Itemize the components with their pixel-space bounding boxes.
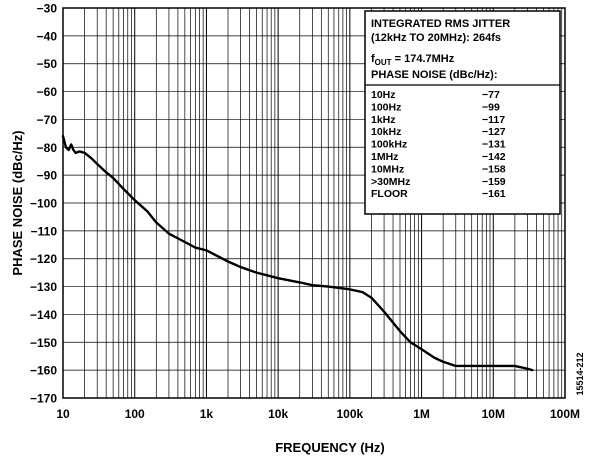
y-tick-label: −130 — [30, 280, 57, 294]
series-layer — [61, 134, 534, 372]
y-tick-label: −110 — [31, 224, 58, 238]
table-row-value: −161 — [482, 188, 506, 200]
table-rows: 10Hz −77 100Hz −99 1kHz −117 10kHz −127 100kHz −1… — [371, 89, 506, 200]
x-tick-label: 10k — [268, 407, 288, 421]
x-tick-label: 1k — [200, 407, 214, 421]
table-row-value: −159 — [482, 176, 506, 188]
table-row-frequency: 1MHz — [371, 151, 398, 163]
x-tick-label: 100k — [337, 407, 364, 421]
table-row-frequency: 10kHz — [371, 126, 401, 138]
y-tick-label: −80 — [37, 141, 58, 155]
table-row-frequency: 100kHz — [371, 139, 407, 151]
y-tick-label: −100 — [30, 197, 57, 211]
plot-frame — [62, 7, 566, 399]
figure-id: 15514-212 — [575, 352, 585, 395]
table-row-value: −131 — [482, 139, 506, 151]
table-row-value: −77 — [482, 89, 500, 101]
x-tick-label: 100M — [550, 407, 580, 421]
table-heading-line1: INTEGRATED RMS JITTER — [371, 18, 510, 30]
table-row-frequency: 1kHz — [371, 114, 396, 126]
table-row-value: −117 — [482, 114, 505, 126]
table-row-frequency: FLOOR — [371, 188, 408, 200]
jitter-table: INTEGRATED RMS JITTER (12kHz TO 20MHz): … — [364, 10, 561, 215]
y-tick-label: −150 — [30, 336, 57, 350]
table-row-value: −158 — [482, 163, 506, 175]
table-row-frequency: 100Hz — [371, 101, 401, 113]
y-tick-label: −70 — [37, 113, 58, 127]
y-tick-label: −30 — [37, 2, 58, 16]
fout-label: fOUT = 174.7MHz — [371, 53, 455, 67]
table-subheading: PHASE NOISE (dBc/Hz): — [371, 69, 498, 81]
y-axis-label: PHASE NOISE (dBc/Hz) — [10, 130, 25, 275]
y-tick-label: −170 — [30, 392, 57, 406]
y-tick-labels: −30 −40 −50 −60 −70 −80 −90 −100 −110 −120 −130 −14… — [30, 2, 57, 406]
table-box — [364, 10, 561, 215]
y-tick-label: −120 — [30, 252, 57, 266]
y-tick-label: −160 — [30, 364, 57, 378]
table-heading-line2: (12kHz TO 20MHz): 264fs — [371, 32, 501, 44]
x-axis-label: FREQUENCY (Hz) — [275, 440, 385, 455]
y-tick-label: −140 — [30, 308, 57, 322]
x-tick-labels: 10 100 1k 10k 100k 1M 10M 100M — [56, 407, 580, 421]
table-row-value: −142 — [482, 151, 506, 163]
table-row-frequency: 10MHz — [371, 163, 404, 175]
y-tick-label: −50 — [37, 57, 58, 71]
table-row-value: −99 — [482, 101, 500, 113]
table-row-value: −127 — [482, 126, 506, 138]
y-tick-label: −60 — [37, 85, 58, 99]
table-row-frequency: 10Hz — [371, 89, 396, 101]
x-tick-label: 1M — [413, 407, 430, 421]
table-row-frequency: >30MHz — [371, 176, 410, 188]
x-tick-label: 100 — [125, 407, 145, 421]
x-tick-label: 10M — [482, 407, 505, 421]
phase-noise-line — [61, 134, 534, 372]
y-tick-label: −90 — [37, 169, 58, 183]
y-tick-label: −40 — [37, 29, 58, 43]
x-tick-label: 10 — [56, 407, 70, 421]
